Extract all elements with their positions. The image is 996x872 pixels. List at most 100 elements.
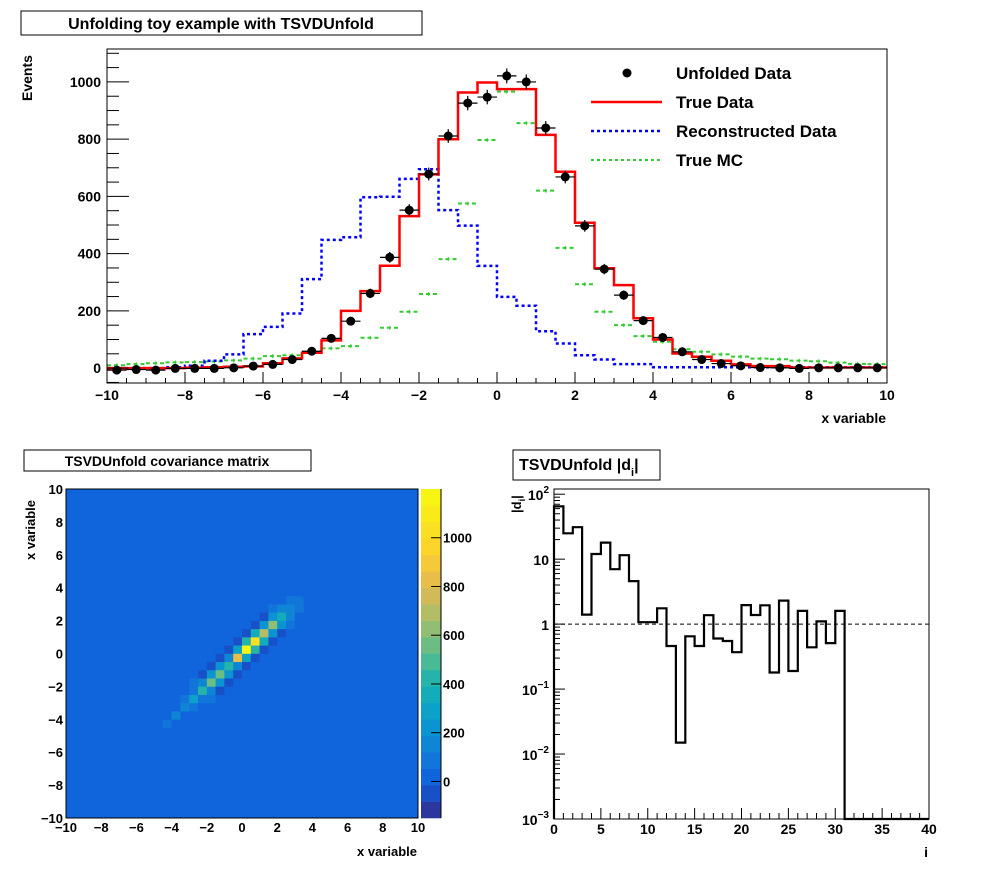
heatmap-cell (277, 579, 287, 588)
heatmap-cell (198, 711, 208, 720)
heatmap-cell (206, 694, 216, 704)
y-tick-label: −4 (48, 712, 64, 727)
heatmap-cell (206, 711, 216, 720)
plot-frame (65, 488, 419, 819)
heatmap-cell (277, 620, 287, 630)
heatmap-cell (250, 595, 260, 605)
heatmap-cell (242, 604, 252, 613)
heatmap-cell (233, 702, 243, 712)
heatmap-cell (154, 686, 164, 695)
unfolded-data-point (833, 363, 843, 373)
unfolded-data-point (677, 347, 687, 357)
heatmap-cell (294, 587, 304, 597)
heatmap-cell (180, 694, 190, 704)
palette-level (421, 669, 441, 687)
unfolded-data-point (580, 221, 590, 231)
unfolded-data-point (229, 363, 239, 373)
heatmap-cell (145, 686, 155, 695)
heatmap-cell (259, 628, 269, 638)
heatmap-cell (189, 669, 199, 679)
y-tick-label: 400 (78, 246, 102, 262)
legend-entry-label: True Data (676, 93, 754, 112)
x-tick-label: −8 (177, 387, 193, 403)
heatmap-cell (268, 604, 278, 613)
heatmap-cell (242, 678, 252, 687)
unfolded-data-point (112, 365, 122, 375)
plot-data-area (552, 505, 929, 821)
x-tick-label: −4 (164, 820, 180, 835)
heatmap-cell (259, 678, 269, 687)
heatmap-cell (233, 653, 243, 663)
y-tick-label: 800 (78, 131, 102, 147)
reconstructed-data-line (107, 167, 887, 370)
unfolded-data-point (151, 365, 161, 375)
y-tick-label: 10 (533, 552, 549, 568)
axes: −10 −8 −6 −4 −2 0 2 4 6 8 10 0 200 400 600 800 1000 (70, 52, 895, 403)
heatmap-cell (180, 702, 190, 712)
x-tick-label: 40 (921, 821, 937, 837)
unfolded-data-point (326, 333, 336, 343)
heatmap-cell (303, 628, 313, 638)
x-tick-label: 10 (879, 387, 895, 403)
palette-level (421, 637, 441, 654)
heatmap-cell (250, 686, 260, 695)
x-tick-label: 20 (734, 821, 750, 837)
y-tick-label: −6 (48, 745, 63, 760)
palette-level (421, 752, 441, 769)
heatmap-cell (154, 678, 164, 687)
heatmap-cell (206, 686, 216, 695)
y-tick-label: 10 (49, 482, 63, 497)
heatmap-cell (215, 637, 225, 646)
heatmap-cell (215, 645, 225, 654)
heatmap-cell (294, 637, 304, 646)
heatmap-cell (242, 686, 252, 695)
heatmap-cell (233, 678, 243, 687)
heatmap-cell (250, 678, 260, 687)
heatmap-cell (180, 653, 190, 663)
unfolded-data-point (560, 172, 570, 182)
heatmap-cell (259, 661, 269, 671)
heatmap-cell (321, 612, 331, 621)
heatmap-cell (286, 628, 296, 638)
x-tick-label: −2 (411, 387, 427, 403)
heatmap-cell (268, 612, 278, 621)
palette-tick-label: 1000 (443, 531, 472, 546)
heatmap-cell (294, 604, 304, 613)
heatmap-cell (215, 702, 225, 712)
heatmap-cell (206, 669, 216, 679)
palette-level (421, 489, 441, 506)
legend-entry-label: Unfolded Data (676, 64, 792, 83)
heatmap-cell (294, 612, 304, 621)
unfolded-data-point (736, 361, 746, 371)
heatmap-cell (268, 620, 278, 630)
unfolded-data-point (190, 363, 200, 373)
heatmap-cell (303, 612, 313, 621)
heatmap-cell (198, 735, 208, 745)
heatmap-cell (198, 637, 208, 646)
heatmap-cell (242, 620, 252, 630)
y-tick-label: 600 (78, 188, 102, 204)
heatmap-cell (215, 661, 225, 671)
heatmap-cell (233, 604, 243, 613)
heatmap-cell (206, 645, 216, 654)
heatmap-cell (162, 694, 172, 704)
x-tick-label: −6 (255, 387, 271, 403)
x-axis-label: x variable (357, 844, 417, 859)
palette-tick-label: 600 (443, 628, 465, 643)
palette-level (421, 686, 441, 704)
heatmap-cell (242, 645, 252, 654)
y-axis-label: Events (19, 55, 35, 101)
axes: 0 5 10 15 20 25 30 35 40 10−3 10−2 10−1 1 10 102 (522, 485, 937, 837)
heatmap-cell (277, 587, 287, 597)
heatmap-cell (268, 637, 278, 646)
heatmap-cell (206, 661, 216, 671)
x-tick-label: 8 (805, 387, 813, 403)
heatmap-cell (198, 661, 208, 671)
plot-title-box (512, 449, 661, 481)
heatmap-cell (277, 645, 287, 654)
d-i-histogram (552, 505, 929, 821)
palette-level (421, 620, 441, 638)
x-tick-label: −6 (129, 820, 144, 835)
x-tick-label: 6 (727, 387, 735, 403)
heatmap-cell (294, 620, 304, 630)
